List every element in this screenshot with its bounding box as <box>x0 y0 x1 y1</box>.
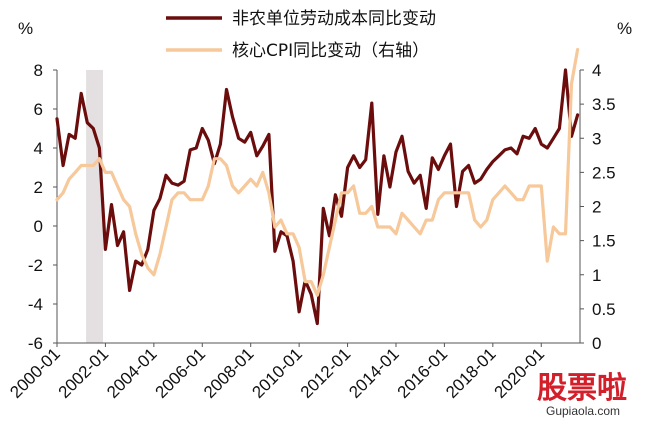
left-tick-label: -2 <box>28 256 43 275</box>
left-axis-unit: % <box>18 19 33 38</box>
watermark-logo: 股票啦 <box>537 371 627 406</box>
x-tick-label: 2018-01 <box>442 344 500 402</box>
legend-label-labor-cost: 非农单位劳动成本同比变动 <box>232 9 436 29</box>
left-tick-label: -4 <box>28 295 43 314</box>
right-tick-label: 2 <box>592 198 601 217</box>
watermark-url: Gupiaola.com <box>546 404 620 418</box>
series-line-labor-cost <box>55 68 580 326</box>
x-tick-label: 2012-01 <box>297 344 355 402</box>
recession-shade-layer <box>86 70 104 343</box>
right-tick-label: 1 <box>592 266 601 285</box>
left-tick-label: 4 <box>34 139 43 158</box>
legend-label-core-cpi: 核心CPI同比变动（右轴） <box>232 41 429 61</box>
watermark-backdrop <box>531 366 643 418</box>
x-tick-label: 2014-01 <box>345 344 403 402</box>
x-tick-label: 2008-01 <box>200 344 258 402</box>
x-tick-label: 2016-01 <box>394 344 452 402</box>
x-tick-label: 2000-01 <box>6 344 64 402</box>
recession-shade <box>86 70 104 343</box>
right-tick-label: 3.5 <box>592 95 616 114</box>
right-tick-label: 3 <box>592 129 601 148</box>
right-tick-label: 4 <box>592 61 601 80</box>
series-layer <box>55 47 580 326</box>
left-tick-label: 6 <box>34 100 43 119</box>
right-axis-unit: % <box>617 19 632 38</box>
x-tick-label: 2004-01 <box>103 344 161 402</box>
series-line-core-cpi <box>55 47 580 297</box>
right-tick-label: 2.5 <box>592 163 616 182</box>
left-tick-label: 8 <box>34 61 43 80</box>
right-tick-label: 1.5 <box>592 232 616 251</box>
x-tick-label: 2002-01 <box>55 344 113 402</box>
left-tick-label: -6 <box>28 334 43 353</box>
left-tick-label: 0 <box>34 217 43 236</box>
right-tick-label: 0 <box>592 334 601 353</box>
x-tick-label: 2006-01 <box>152 344 210 402</box>
x-tick-label: 2010-01 <box>248 344 306 402</box>
left-tick-label: 2 <box>34 178 43 197</box>
right-tick-label: 0.5 <box>592 300 616 319</box>
